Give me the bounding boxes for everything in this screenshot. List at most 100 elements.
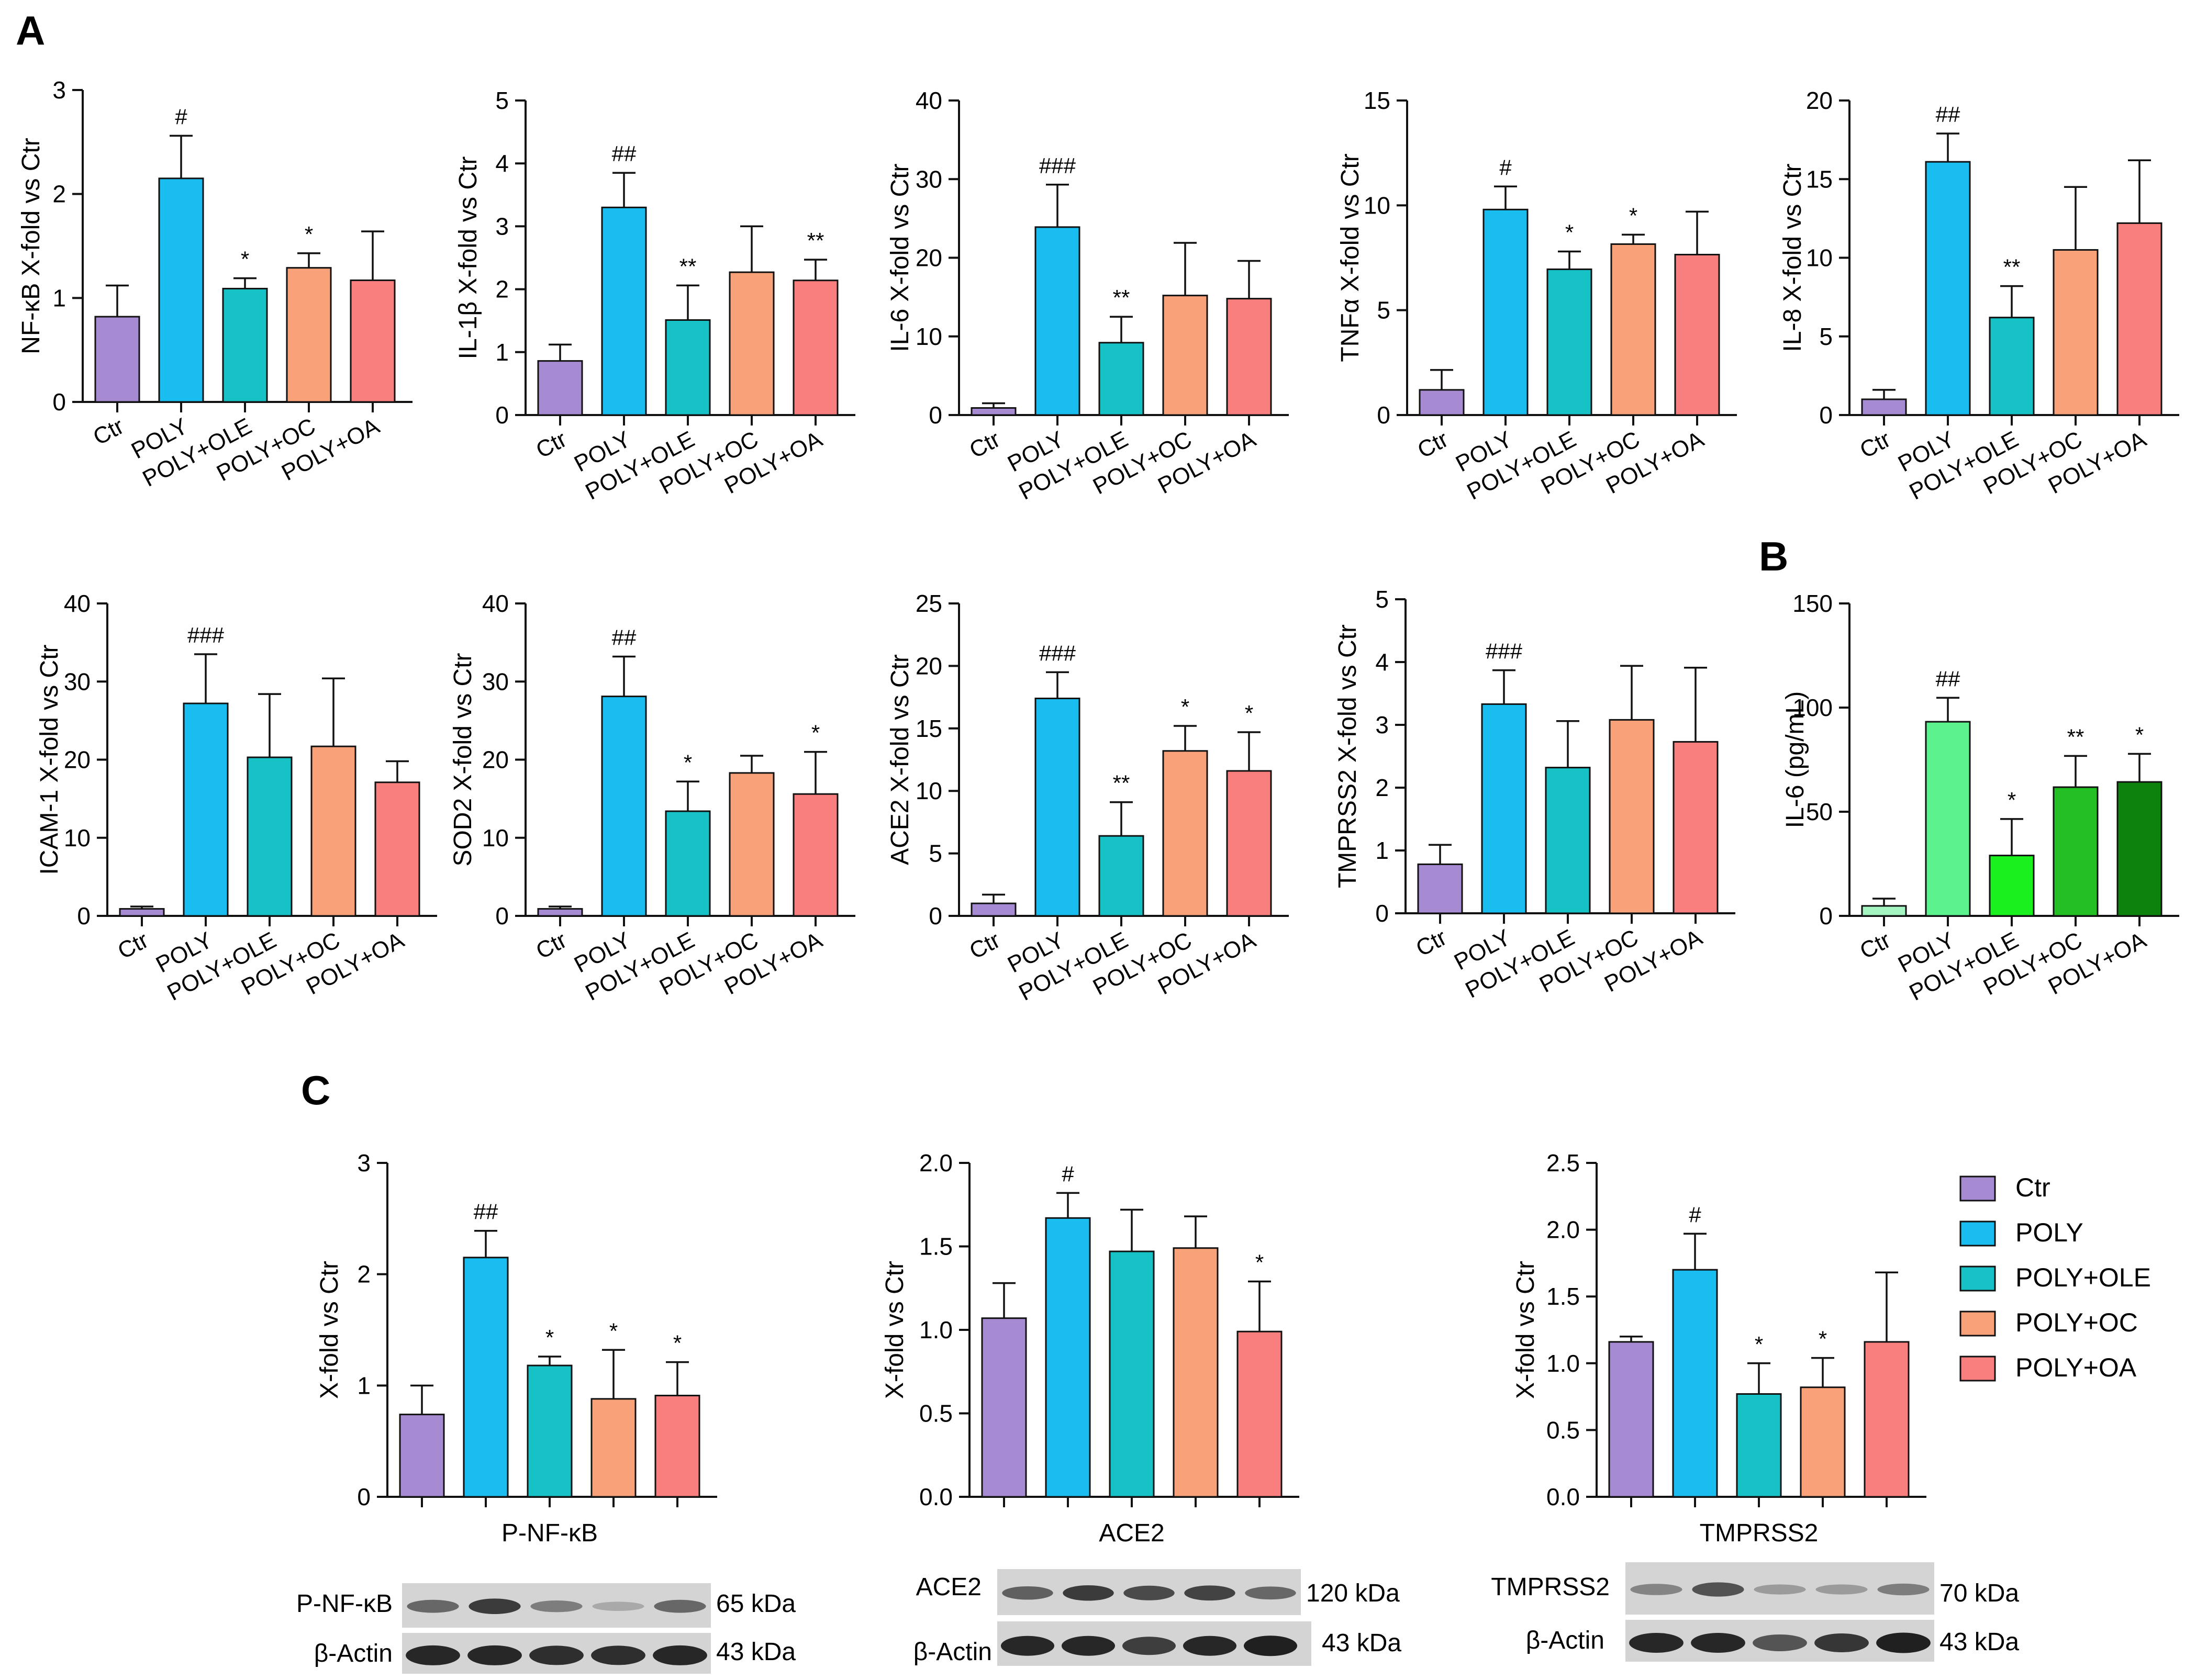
y-tick-label: 2.0: [919, 1149, 953, 1177]
bar-poly-oa: [1673, 741, 1719, 914]
chart-title: TMPRSS2: [1700, 1519, 1819, 1547]
bar-poly-oc: [1610, 243, 1656, 416]
y-tick-label: 0: [1377, 401, 1390, 429]
y-axis-label: X-fold vs Ctr: [316, 1261, 343, 1399]
y-tick-label: 0: [1819, 401, 1833, 429]
bar-ctr: [119, 908, 165, 917]
bar-ctr: [1861, 398, 1907, 416]
bar-poly: [1034, 226, 1080, 416]
blot-band-loading: [1061, 1636, 1116, 1656]
y-tick-label: 5: [495, 87, 509, 114]
y-tick-label: 20: [916, 652, 942, 679]
x-tick-label: Ctr: [965, 427, 1005, 464]
significance-marker: *: [2008, 788, 2016, 812]
chart-title: P-NF-κB: [501, 1519, 598, 1547]
bar-poly: [1045, 1217, 1091, 1498]
legend-swatch-poly: [1959, 1220, 1996, 1247]
y-tick-label: 10: [1364, 192, 1390, 219]
blot-band-loading: [1753, 1634, 1807, 1651]
significance-marker: **: [2003, 255, 2021, 279]
significance-marker: ###: [1039, 641, 1076, 665]
significance-marker: **: [2067, 724, 2084, 749]
significance-marker: *: [241, 247, 249, 272]
x-tick-label: Ctr: [1856, 427, 1895, 464]
y-tick-label: 2: [495, 276, 509, 303]
bar-poly: [601, 206, 647, 416]
blot-target-label: P-NF-κB: [296, 1590, 393, 1618]
y-tick-label: 2: [52, 181, 66, 208]
significance-marker: #: [1062, 1161, 1074, 1186]
bar-poly-oa: [1674, 253, 1720, 416]
blot-band-target: [1815, 1584, 1868, 1595]
y-tick-label: 0: [929, 902, 942, 929]
bar-poly-oa: [350, 279, 396, 403]
bar-ctr: [399, 1414, 445, 1498]
bar-poly-ole: [222, 287, 268, 403]
bar-poly-oa: [793, 279, 839, 416]
y-axis-label: SOD2 X-fold vs Ctr: [449, 653, 477, 866]
bar-poly-ole: [1545, 767, 1591, 914]
y-tick-label: 3: [495, 212, 509, 240]
y-tick-label: 30: [482, 668, 509, 695]
bar-poly: [1672, 1269, 1718, 1498]
y-tick-label: 1: [52, 284, 66, 311]
chart-ace2_protein: 0.0 0.5 1.0 1.5 2.0 X-fold vs Ctr # * ACE2: [881, 1149, 1299, 1547]
significance-marker: ###: [1039, 153, 1076, 178]
y-tick-label: 1: [357, 1372, 371, 1399]
significance-marker: ##: [1936, 666, 1960, 691]
significance-marker: #: [1689, 1202, 1701, 1227]
bar-poly-oc: [729, 772, 775, 917]
y-tick-label: 1.0: [919, 1316, 953, 1343]
bar-poly-oa: [654, 1394, 700, 1498]
blot-target-kda: 70 kDa: [1939, 1580, 2019, 1607]
bar-poly-oa: [1236, 1330, 1283, 1498]
blot-band-target: [1184, 1585, 1235, 1601]
y-tick-label: 1.0: [1546, 1350, 1580, 1377]
significance-marker: *: [1819, 1327, 1827, 1351]
y-tick-label: 50: [1806, 798, 1833, 825]
blot-band-target: [1692, 1582, 1744, 1597]
blot-band-target: [530, 1600, 583, 1612]
y-axis-label: TMPRSS2 X-fold vs Ctr: [1334, 624, 1362, 888]
bar-poly: [463, 1257, 509, 1498]
blot-band-target: [1245, 1586, 1296, 1600]
western-blot-ace2: ACE2 120 kDa β-Actin 43 kDa: [913, 1569, 1401, 1666]
blot-band-target: [1002, 1586, 1053, 1600]
bar-poly: [1481, 703, 1527, 914]
bar-poly: [158, 177, 204, 403]
x-tick-label: Ctr: [89, 413, 128, 451]
significance-marker: *: [1245, 701, 1253, 725]
y-axis-label: IL-1β X-fold vs Ctr: [454, 156, 482, 360]
bar-poly-ole: [1989, 317, 2035, 416]
bar-poly-ole: [1098, 342, 1144, 416]
bar-poly-oa: [1226, 298, 1272, 416]
legend-label-poly-oc: POLY+OC: [2015, 1308, 2138, 1337]
bar-poly-ole: [1109, 1250, 1155, 1498]
significance-marker: *: [1629, 203, 1637, 228]
bar-poly: [1482, 208, 1529, 416]
bar-poly: [1925, 161, 1971, 416]
blot-loading-kda: 43 kDa: [1322, 1629, 1401, 1657]
bar-ctr: [971, 902, 1017, 917]
y-axis-label: X-fold vs Ctr: [1512, 1261, 1540, 1399]
y-tick-label: 3: [1375, 711, 1389, 738]
y-tick-label: 1: [1375, 837, 1389, 864]
x-tick-label: Ctr: [965, 927, 1005, 965]
blot-band-target: [1063, 1585, 1114, 1601]
y-axis-label: IL-6 (pg/mL): [1781, 691, 1809, 828]
y-tick-label: 3: [52, 76, 66, 104]
bar-poly-oc: [2053, 786, 2099, 917]
significance-marker: *: [1255, 1250, 1264, 1274]
charts: 0 1 2 3 NF-κB X-fold vs Ctr Ctr # POLY * POLY+OLE…: [17, 76, 2179, 1547]
y-tick-label: 0: [77, 902, 91, 929]
blot-target-label: ACE2: [916, 1573, 982, 1601]
significance-marker: ###: [187, 623, 225, 647]
blot-target-kda: 120 kDa: [1306, 1580, 1400, 1607]
y-tick-label: 10: [482, 824, 509, 852]
y-axis-label: ACE2 X-fold vs Ctr: [886, 654, 914, 865]
blot-band-target: [1123, 1585, 1175, 1600]
blot-band-loading: [1122, 1637, 1176, 1655]
